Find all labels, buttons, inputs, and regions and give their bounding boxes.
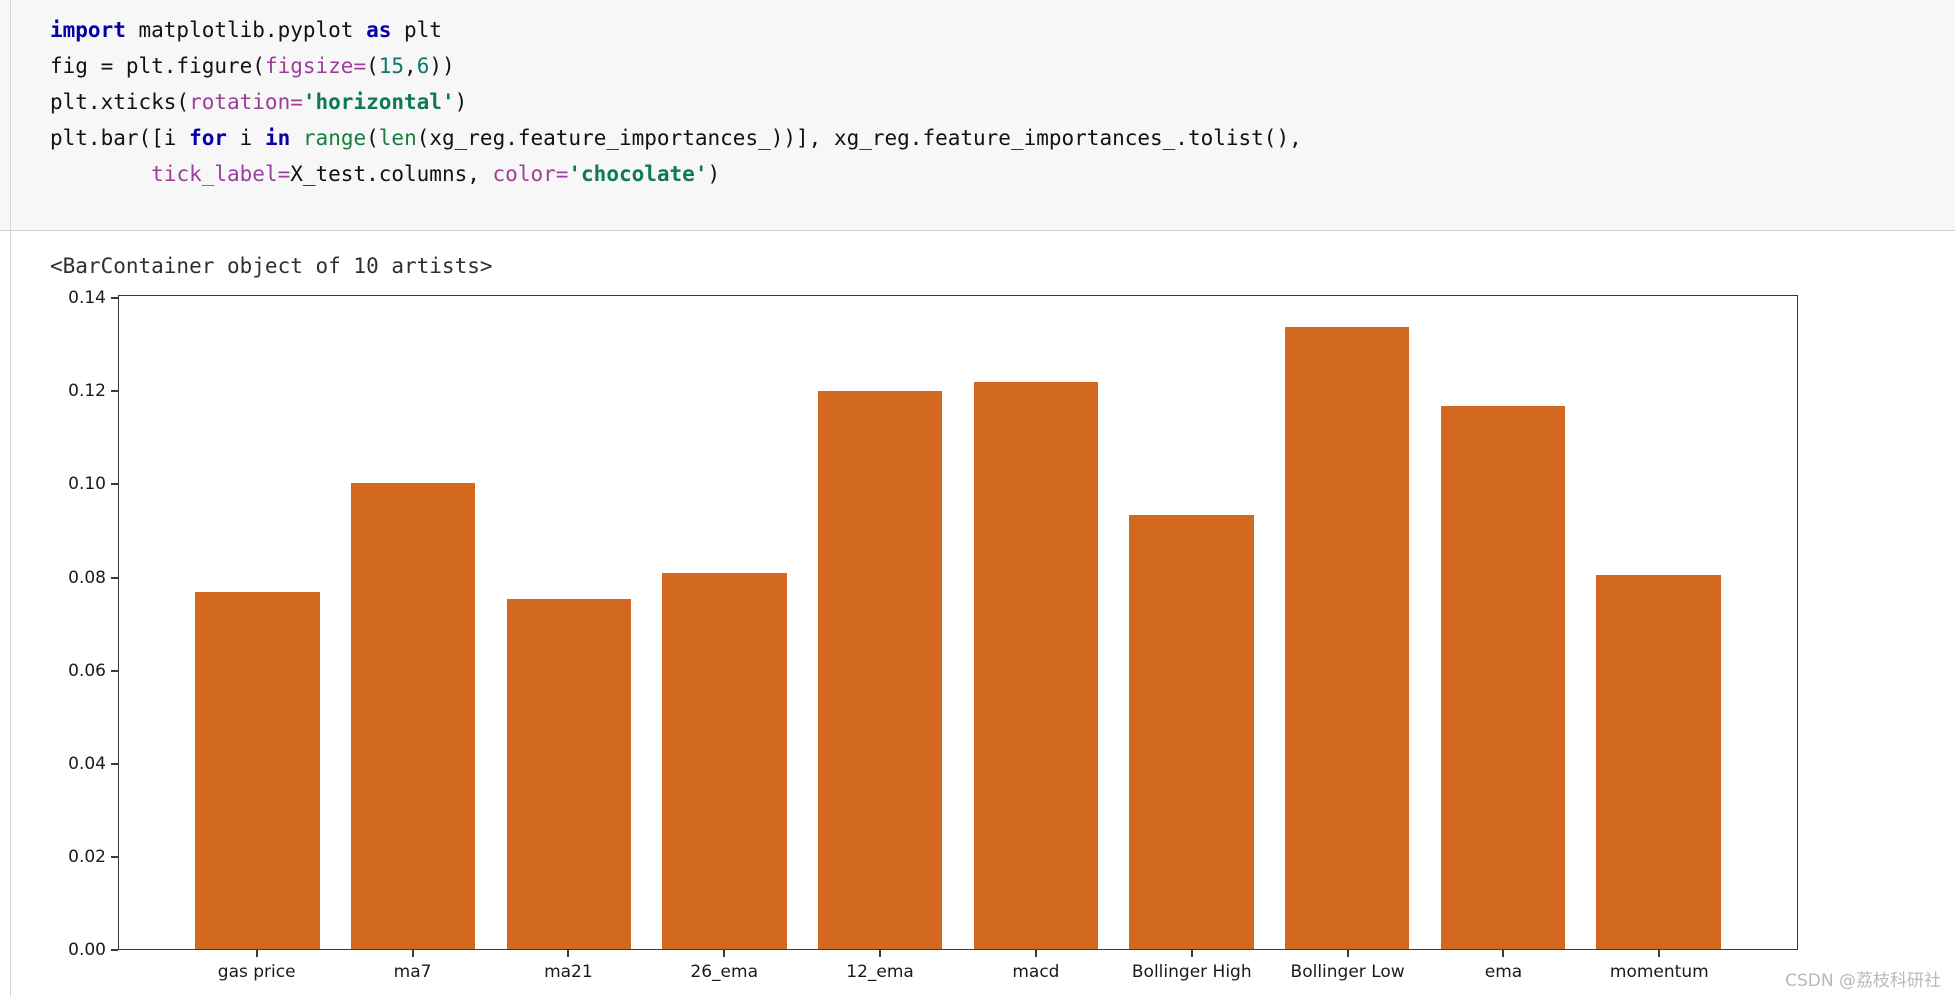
code-token: ( (366, 126, 379, 150)
x-tick-mark (879, 950, 882, 957)
bar (662, 573, 787, 949)
code-line: tick_label=X_test.columns, color='chocol… (50, 156, 1955, 192)
x-tick-mark (1190, 950, 1193, 957)
code-token: , (404, 54, 417, 78)
y-tick-label: 0.00 (68, 940, 106, 960)
code-token: figsize= (264, 54, 367, 78)
code-token: matplotlib.pyplot (125, 18, 367, 42)
code-token: plt.xticks( (50, 90, 190, 114)
page-left-border (10, 0, 11, 997)
plot-area (118, 295, 1798, 950)
code-token (50, 162, 151, 186)
x-tick-label: 26_ema (690, 962, 759, 982)
code-token: for (189, 126, 228, 150)
code-token: i (227, 126, 265, 150)
x-tick-label: momentum (1609, 962, 1709, 982)
code-token (290, 126, 303, 150)
output-repr-text: <BarContainer object of 10 artists> (50, 254, 493, 278)
y-tick-mark (111, 390, 118, 393)
code-token: tick_label= (151, 162, 291, 186)
y-tick-label: 0.12 (68, 381, 106, 402)
x-tick-label: ema (1484, 962, 1523, 982)
x-tick-label: Bollinger Low (1290, 962, 1405, 982)
code-token: import (50, 18, 126, 42)
code-editor[interactable]: import matplotlib.pyplot as plt fig = plt… (50, 12, 1955, 192)
x-tick-mark (723, 950, 726, 957)
code-token: color= (492, 162, 569, 186)
bar (195, 591, 320, 949)
code-token: plt.bar([i (50, 126, 190, 150)
y-tick-label: 0.06 (68, 660, 106, 681)
y-tick-mark (111, 576, 118, 579)
code-token: X_test.columns, (290, 162, 493, 186)
code-line: import matplotlib.pyplot as plt (50, 12, 1955, 48)
x-tick-label: ma7 (393, 962, 432, 982)
y-tick-mark (111, 762, 118, 765)
bar (973, 381, 1099, 949)
bar (506, 598, 632, 949)
x-tick-mark (1502, 950, 1505, 957)
code-token: as (366, 18, 392, 42)
y-tick-mark (111, 297, 118, 300)
y-tick-label: 0.10 (68, 474, 106, 495)
code-token: ) (454, 90, 468, 114)
bar-chart-figure: 0.00 0.02 0.04 0.06 0.08 0.10 0.12 0.14 gas pric… (68, 288, 1798, 982)
bar (817, 391, 943, 949)
code-token: range (302, 126, 367, 150)
x-tick-label: Bollinger High (1131, 962, 1252, 982)
code-token: 'horizontal' (302, 90, 455, 114)
x-tick-mark (1346, 950, 1349, 957)
x-tick-mark (255, 950, 258, 957)
code-token: fig = plt.figure( (50, 54, 265, 78)
code-token: in (264, 126, 291, 150)
code-cell[interactable]: import matplotlib.pyplot as plt fig = plt… (0, 0, 1955, 231)
code-token: 'chocolate' (568, 162, 708, 186)
y-tick-mark (111, 949, 118, 951)
code-line: fig = plt.figure(figsize=(15,6)) (50, 48, 1955, 84)
y-tick-mark (111, 669, 118, 672)
x-tick-mark (567, 950, 570, 957)
bar (1596, 575, 1721, 949)
code-token: plt (391, 18, 442, 42)
x-tick-label: ma21 (544, 962, 593, 982)
code-token: ( (366, 54, 379, 78)
x-tick-mark (411, 950, 414, 957)
y-tick-mark (111, 855, 118, 858)
bar (1129, 515, 1254, 949)
y-tick-label: 0.04 (68, 753, 106, 774)
code-token: ) (707, 162, 721, 186)
x-tick-label: gas price (217, 962, 296, 982)
bar (350, 482, 476, 949)
code-token: (xg_reg.feature_importances_))], xg_reg.… (416, 126, 1302, 150)
code-line: plt.bar([i for i in range(len(xg_reg.fea… (50, 120, 1955, 156)
code-token: 15 (378, 54, 405, 78)
bar (1284, 327, 1410, 949)
code-line: plt.xticks(rotation='horizontal') (50, 84, 1955, 120)
code-token: )) (429, 54, 455, 78)
x-tick-mark (1658, 950, 1661, 957)
x-tick-mark (1034, 950, 1037, 957)
code-token: 6 (416, 54, 430, 78)
y-tick-mark (111, 483, 118, 486)
output-area: <BarContainer object of 10 artists> 0.00… (0, 253, 1955, 982)
code-token: len (378, 126, 417, 150)
code-token: rotation= (189, 90, 303, 114)
y-tick-label: 0.08 (68, 567, 106, 588)
watermark: CSDN @荔枝科研社 (1785, 971, 1941, 991)
x-tick-label: 12_ema (846, 962, 914, 982)
y-tick-label: 0.02 (68, 846, 106, 867)
y-tick-label: 0.14 (68, 288, 106, 309)
bar (1440, 406, 1566, 949)
x-tick-label: macd (1012, 962, 1060, 982)
